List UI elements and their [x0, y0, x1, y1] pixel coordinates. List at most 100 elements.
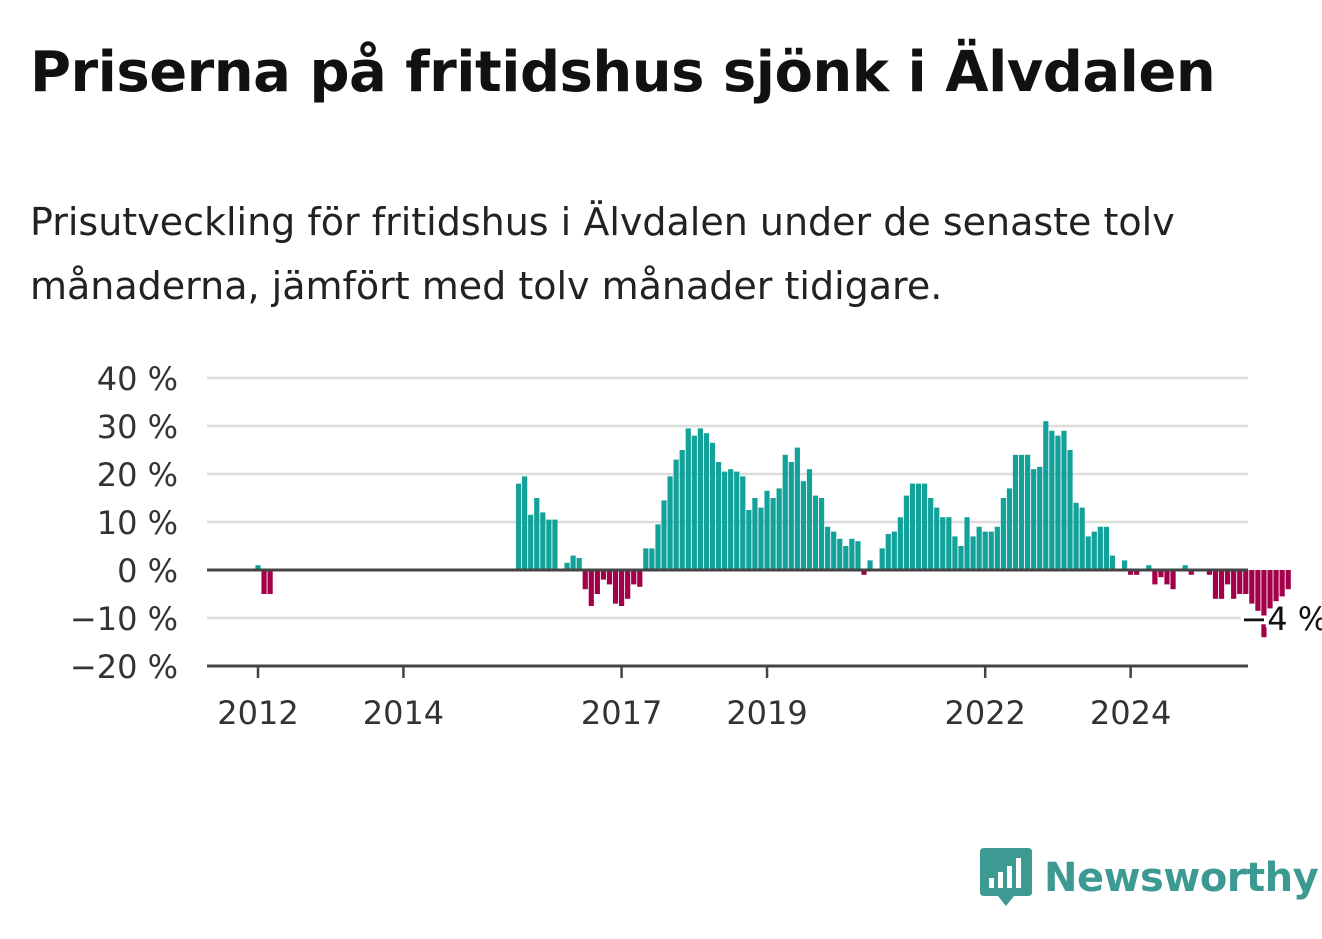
- x-tick-label: 2017: [581, 694, 662, 732]
- bar: [855, 541, 861, 570]
- bar: [570, 555, 576, 570]
- bar: [1097, 526, 1103, 570]
- bar: [261, 570, 267, 594]
- bar: [679, 450, 685, 570]
- bar: [1218, 570, 1225, 599]
- bar: [667, 476, 673, 570]
- bar: [515, 483, 522, 570]
- chart-subtitle: Prisutveckling för fritidshus i Älvdalen…: [30, 200, 1175, 308]
- brand-name: Newsworthy: [1044, 855, 1319, 901]
- bar: [709, 442, 716, 570]
- bar: [697, 428, 703, 570]
- bar: [600, 570, 607, 580]
- bar: [776, 488, 782, 570]
- bar: [940, 517, 946, 570]
- bar: [982, 531, 988, 570]
- x-axis-ticks: 2012 2014 2017 2019 2022 2024: [217, 666, 1171, 732]
- bar: [952, 536, 958, 570]
- bar: [1025, 454, 1031, 570]
- bar: [1061, 430, 1067, 570]
- bar: [1255, 570, 1261, 611]
- bar: [1012, 454, 1019, 570]
- bar: [1018, 454, 1025, 570]
- bar: [788, 462, 794, 570]
- bar: [1067, 450, 1073, 570]
- bar: [800, 481, 806, 570]
- bar: [594, 570, 600, 594]
- bar: [843, 546, 849, 570]
- bar: [649, 548, 655, 570]
- bar: [1158, 570, 1164, 578]
- grid-lines: [207, 376, 1248, 620]
- bar: [1109, 555, 1116, 570]
- bar: [1134, 570, 1140, 575]
- bar: [564, 562, 570, 570]
- bar: [891, 531, 897, 570]
- bar: [540, 512, 546, 570]
- bar: [552, 519, 558, 570]
- bar: [734, 471, 740, 570]
- bar-chart: −20 %−10 %0 %10 %20 %30 %40 % 2012 2014 20…: [70, 360, 1322, 732]
- bar: [1188, 570, 1194, 575]
- bar: [861, 570, 867, 575]
- bar: [879, 548, 885, 570]
- bar: [1103, 526, 1109, 570]
- bar: [1031, 469, 1037, 570]
- bar: [1006, 488, 1013, 570]
- bar: [534, 498, 540, 570]
- bar: [1261, 570, 1267, 638]
- bar: [1085, 536, 1091, 570]
- y-tick-label: −20 %: [70, 648, 178, 686]
- x-tick-label: 2019: [726, 694, 807, 732]
- bar: [1249, 570, 1255, 604]
- bar: [770, 498, 776, 570]
- y-tick-label: 40 %: [97, 360, 178, 398]
- bar: [831, 531, 837, 570]
- bar: [812, 495, 819, 570]
- y-tick-label: 30 %: [97, 408, 178, 446]
- bar: [673, 459, 679, 570]
- bar: [818, 498, 825, 570]
- bar: [740, 476, 746, 570]
- x-tick-label: 2014: [363, 694, 444, 732]
- x-tick-label: 2022: [944, 694, 1025, 732]
- bar: [1000, 498, 1006, 570]
- bar: [722, 471, 728, 570]
- x-tick-label: 2024: [1090, 694, 1171, 732]
- bar: [825, 526, 831, 570]
- y-axis-ticks: −20 % −10 % 0 % 10 % 20 % 30 % 40 %: [70, 360, 178, 686]
- y-tick-label: −10 %: [70, 600, 178, 638]
- bar: [728, 469, 734, 570]
- bar: [885, 534, 891, 570]
- bar: [1273, 570, 1279, 602]
- bar: [928, 498, 934, 570]
- bar: [582, 570, 588, 590]
- bar: [782, 454, 788, 570]
- bar: [1055, 435, 1061, 570]
- bar: [764, 490, 770, 570]
- newsworthy-logo: Newsworthy: [980, 848, 1319, 908]
- bar: [1231, 570, 1237, 599]
- bar: [1037, 466, 1043, 570]
- bar: [976, 526, 982, 570]
- bar: [994, 526, 1000, 570]
- bar: [988, 531, 994, 570]
- bar: [255, 565, 261, 570]
- bar: [1043, 421, 1049, 570]
- bar: [1285, 570, 1291, 590]
- bar: [612, 570, 619, 604]
- chart-title: Priserna på fritidshus sjönk i Älvdalen: [30, 40, 1216, 105]
- bar: [909, 483, 916, 570]
- bar: [267, 570, 273, 594]
- bar: [903, 495, 910, 570]
- bar: [703, 433, 710, 570]
- bar: [576, 558, 582, 570]
- bar: [1267, 570, 1273, 609]
- bar: [1182, 565, 1188, 570]
- bar: [619, 570, 625, 606]
- bar: [758, 507, 764, 570]
- bar: [794, 447, 800, 570]
- bar: [685, 428, 691, 570]
- bar: [946, 517, 952, 570]
- bar: [806, 469, 813, 570]
